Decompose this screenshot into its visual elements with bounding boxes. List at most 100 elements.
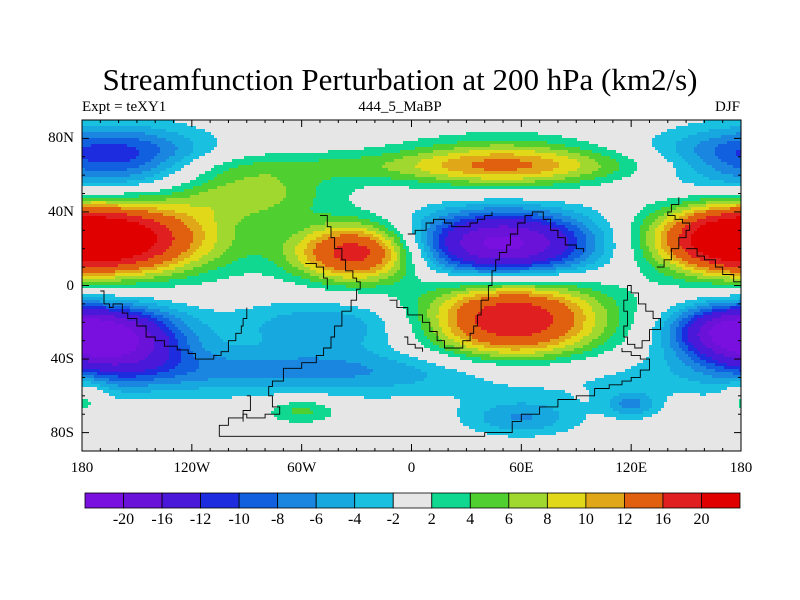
field-cell: [283, 165, 287, 169]
field-cell: [214, 150, 218, 154]
field-cell: [481, 165, 485, 169]
field-cell: [565, 129, 569, 133]
field-cell: [616, 120, 620, 124]
field-cell: [217, 129, 221, 133]
field-cell: [700, 150, 704, 154]
field-cell: [727, 141, 731, 145]
field-cell: [442, 174, 446, 178]
field-cell: [631, 123, 635, 127]
field-cell: [736, 165, 740, 169]
field-cell: [394, 120, 398, 124]
field-cell: [175, 120, 179, 124]
field-cell: [175, 144, 179, 148]
field-cell: [130, 180, 134, 184]
field-cell: [394, 165, 398, 169]
field-cell: [268, 183, 272, 187]
field-cell: [343, 150, 347, 154]
field-cell: [241, 126, 245, 130]
field-cell: [544, 156, 548, 160]
field-cell: [286, 126, 290, 130]
field-cell: [163, 141, 167, 145]
field-cell: [382, 180, 386, 184]
field-cell: [184, 168, 188, 172]
field-cell: [277, 165, 281, 169]
field-cell: [568, 177, 572, 181]
field-cell: [538, 165, 542, 169]
field-cell: [427, 162, 431, 166]
field-cell: [286, 129, 290, 133]
field-cell: [460, 177, 464, 181]
field-cell: [358, 180, 362, 184]
field-cell: [448, 147, 452, 151]
field-cell: [199, 165, 203, 169]
field-cell: [325, 171, 329, 175]
field-cell: [424, 132, 428, 136]
field-cell: [604, 171, 608, 175]
field-cell: [304, 141, 308, 145]
field-cell: [388, 138, 392, 142]
field-cell: [445, 120, 449, 124]
field-cell: [217, 153, 221, 157]
field-cell: [691, 168, 695, 172]
field-cell: [688, 147, 692, 151]
field-cell: [97, 120, 101, 124]
field-cell: [577, 162, 581, 166]
field-cell: [451, 180, 455, 184]
field-cell: [292, 165, 296, 169]
field-cell: [658, 120, 662, 124]
field-cell: [460, 120, 464, 124]
field-cell: [415, 159, 419, 163]
field-cell: [310, 156, 314, 160]
field-cell: [397, 180, 401, 184]
field-cell: [82, 123, 86, 127]
field-cell: [229, 180, 233, 184]
field-cell: [535, 174, 539, 178]
field-cell: [307, 174, 311, 178]
field-cell: [295, 177, 299, 181]
field-cell: [142, 159, 146, 163]
field-cell: [193, 138, 197, 142]
field-cell: [463, 174, 467, 178]
field-cell: [526, 138, 530, 142]
field-cell: [706, 123, 710, 127]
field-cell: [682, 138, 686, 142]
field-cell: [694, 126, 698, 130]
field-cell: [148, 168, 152, 172]
field-cell: [601, 180, 605, 184]
field-cell: [271, 159, 275, 163]
field-cell: [112, 159, 116, 163]
field-cell: [331, 183, 335, 187]
field-cell: [502, 168, 506, 172]
field-cell: [490, 159, 494, 163]
field-cell: [592, 162, 596, 166]
field-cell: [655, 171, 659, 175]
field-cell: [187, 162, 191, 166]
field-cell: [385, 135, 389, 139]
field-cell: [301, 183, 305, 187]
field-cell: [166, 186, 170, 190]
field-cell: [643, 123, 647, 127]
field-cell: [334, 126, 338, 130]
field-cell: [331, 120, 335, 124]
field-cell: [526, 120, 530, 124]
field-cell: [88, 162, 92, 166]
field-cell: [481, 126, 485, 130]
field-cell: [730, 147, 734, 151]
field-cell: [322, 129, 326, 133]
field-cell: [418, 162, 422, 166]
field-cell: [85, 165, 89, 169]
field-cell: [598, 123, 602, 127]
field-cell: [484, 159, 488, 163]
field-cell: [307, 141, 311, 145]
field-cell: [562, 153, 566, 157]
field-cell: [514, 132, 518, 136]
field-cell: [589, 153, 593, 157]
field-cell: [559, 123, 563, 127]
field-cell: [262, 138, 266, 142]
field-cell: [343, 141, 347, 145]
field-cell: [691, 183, 695, 187]
field-cell: [283, 171, 287, 175]
field-cell: [517, 159, 521, 163]
field-cell: [82, 165, 86, 169]
field-cell: [292, 174, 296, 178]
